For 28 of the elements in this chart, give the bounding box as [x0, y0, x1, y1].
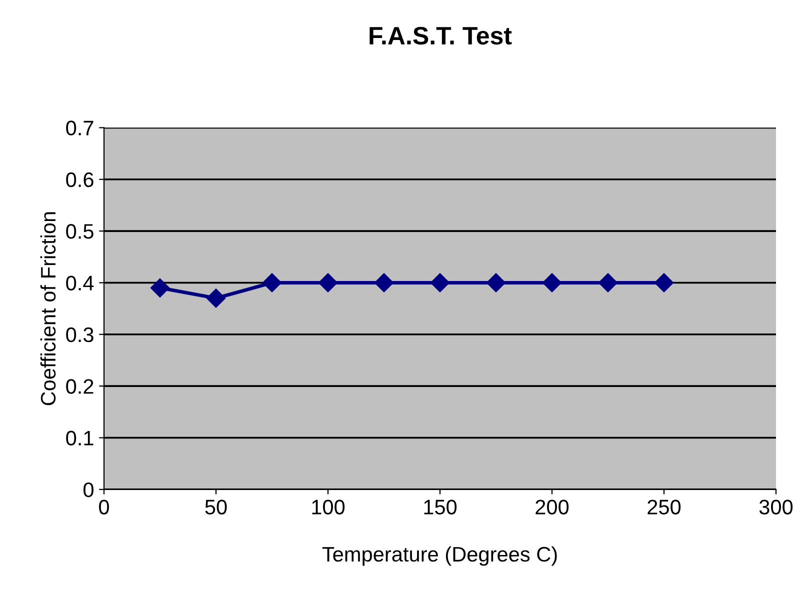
- point: [318, 273, 338, 292]
- x-tick-label: 50: [205, 500, 227, 514]
- x-axis-title: Temperature (Degrees C): [322, 546, 557, 566]
- point: [374, 273, 394, 292]
- x-tick-label: 250: [648, 500, 681, 514]
- point: [486, 273, 506, 292]
- point: [598, 273, 618, 292]
- y-tick-label: 0.7: [66, 120, 94, 136]
- chart-title: F.A.S.T. Test: [370, 26, 512, 45]
- x-tick-label: 0: [99, 500, 109, 514]
- x-tick-label: 100: [312, 500, 345, 514]
- y-tick-label: 0.3: [66, 327, 94, 342]
- y-axis-title: Coefficient of Friction: [40, 212, 56, 406]
- x-tick-label: 150: [424, 500, 457, 514]
- x-tick-label: 300: [759, 500, 793, 514]
- y-tick-label: 0.2: [66, 379, 94, 394]
- point: [430, 273, 450, 292]
- point: [542, 273, 562, 292]
- y-tick-label: 0.4: [66, 276, 94, 290]
- y-tick-label: 0.5: [66, 224, 94, 239]
- point: [150, 278, 170, 298]
- x-tick-label: 200: [536, 500, 569, 514]
- point: [654, 273, 674, 292]
- point: [262, 273, 282, 292]
- y-tick-label: 0.1: [66, 430, 94, 446]
- y-tick-label: 0: [84, 482, 94, 498]
- point: [206, 288, 226, 308]
- y-tick-label: 0.6: [66, 172, 94, 188]
